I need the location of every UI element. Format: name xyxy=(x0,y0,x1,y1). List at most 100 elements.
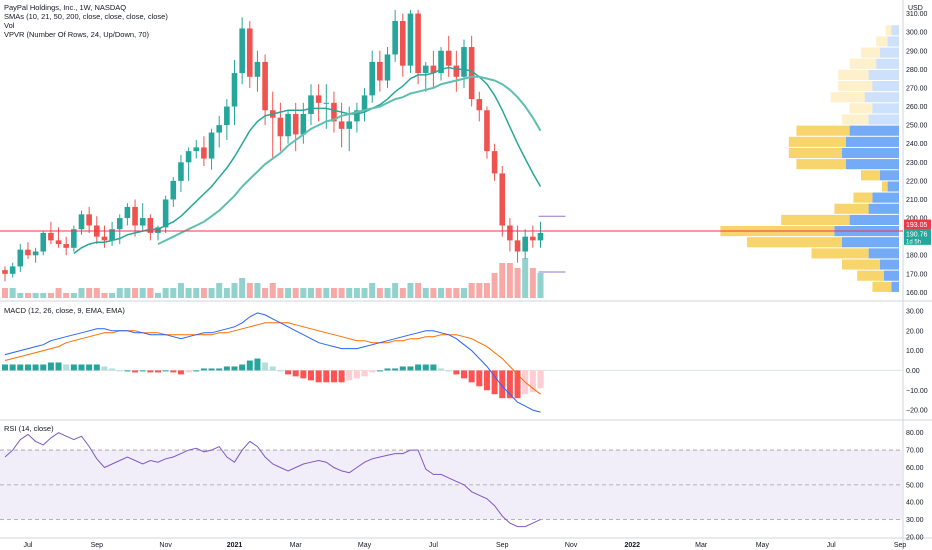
candle-body xyxy=(201,147,207,159)
price-tick-label: 300.00 xyxy=(906,30,928,37)
vp-row-down xyxy=(876,36,888,47)
time-tick-label: Sep xyxy=(91,542,104,549)
vp-row-down xyxy=(838,81,873,92)
volume-bar xyxy=(323,288,330,298)
vp-row-down xyxy=(830,92,865,103)
macd-histogram-bar xyxy=(308,370,314,381)
price-tick-label: 170.00 xyxy=(906,271,928,278)
macd-histogram-bar xyxy=(514,370,521,399)
vp-row-up xyxy=(868,203,899,214)
candle-body xyxy=(338,121,345,129)
macd-histogram-bar xyxy=(277,370,284,372)
volume-bar xyxy=(361,288,368,298)
macd-histogram-bar xyxy=(346,370,353,381)
candle-body xyxy=(132,206,138,226)
volume-bar xyxy=(101,293,108,298)
macd-histogram-bar xyxy=(2,364,8,371)
macd-histogram-bar xyxy=(499,370,506,399)
volume-bar xyxy=(193,288,200,298)
volume-bar xyxy=(208,288,215,298)
sma10-line xyxy=(73,66,542,255)
volume-bar xyxy=(93,288,100,298)
volume-bar xyxy=(453,288,460,298)
rsi-tick-label: 80.00 xyxy=(906,430,924,437)
volume-bar xyxy=(86,288,93,298)
volume-bar xyxy=(231,283,238,298)
macd-histogram-bar xyxy=(323,370,330,383)
candle-body xyxy=(155,227,161,233)
macd-legend[interactable]: MACD (12, 26, close, 9, EMA, EMA) xyxy=(4,306,125,315)
vp-row-up xyxy=(849,214,899,225)
macd-histogram-bar xyxy=(292,370,299,377)
candle-body xyxy=(331,102,337,122)
candle-body xyxy=(40,232,47,252)
macd-panel xyxy=(0,312,903,413)
candle-body xyxy=(537,232,544,241)
volume-bar xyxy=(40,293,47,298)
currency-label: USD xyxy=(908,5,923,12)
time-tick-label: Jul xyxy=(23,542,32,549)
candle-body xyxy=(476,99,483,111)
candle-body xyxy=(262,61,268,111)
macd-histogram-bar xyxy=(246,360,253,371)
macd-histogram-bar xyxy=(63,364,70,371)
price-tick-label: 200.00 xyxy=(906,216,928,223)
vp-row-down xyxy=(834,203,869,214)
last-price-tag xyxy=(904,219,931,230)
macd-histogram-bar xyxy=(392,368,399,371)
candle-body xyxy=(109,229,115,241)
vp-row-up xyxy=(845,159,899,170)
price-tick-label: 270.00 xyxy=(906,85,928,92)
rsi-title[interactable]: RSI (14, close) xyxy=(4,424,54,433)
volume-bar xyxy=(239,278,246,298)
vp-row-up xyxy=(842,237,899,248)
price-tick-label: 290.00 xyxy=(906,48,928,55)
candle-body xyxy=(55,240,62,245)
volume-bar xyxy=(132,288,139,298)
volume-bar xyxy=(285,288,292,298)
sma-lines xyxy=(0,66,903,273)
candle-body xyxy=(239,28,245,74)
macd-histogram-bar xyxy=(208,368,215,371)
rsi-legend[interactable]: RSI (14, close) xyxy=(4,424,54,433)
volume-bar xyxy=(438,288,445,298)
time-tick-label: Mar xyxy=(290,542,303,549)
candle-body xyxy=(400,21,406,66)
vpvr-legend[interactable]: VPVR (Number Of Rows, 24, Up/Down, 70) xyxy=(4,30,150,39)
macd-histogram-bar xyxy=(468,370,475,383)
macd-histogram-bar xyxy=(170,370,177,373)
volume-bar xyxy=(162,288,169,298)
candle-body xyxy=(9,266,16,274)
macd-histogram-bar xyxy=(116,370,123,372)
price-tick-label: 280.00 xyxy=(906,67,928,74)
volume-bar xyxy=(246,283,253,298)
candle-body xyxy=(522,236,528,252)
volume-bar xyxy=(269,283,276,298)
vp-row-down xyxy=(811,248,869,259)
vp-row-down xyxy=(842,114,869,125)
price-tick-label: 250.00 xyxy=(906,123,928,130)
macd-histogram-bar xyxy=(70,364,77,371)
candle-body xyxy=(17,249,24,267)
volume-bar xyxy=(445,288,452,298)
macd-histogram-bar xyxy=(40,364,47,371)
macd-histogram-bar xyxy=(139,370,146,372)
candle-body xyxy=(445,50,452,66)
symbol-title[interactable]: PayPal Holdings, Inc., 1W, NASDAQ xyxy=(4,3,127,12)
volume-bar xyxy=(330,288,337,298)
vp-row-up xyxy=(868,114,899,125)
macd-histogram-bar xyxy=(101,366,108,371)
candle-body xyxy=(224,106,230,126)
candle-body xyxy=(507,225,513,241)
volume-bar xyxy=(147,288,154,298)
sma-legend[interactable]: SMAs (10, 21, 50, 200, close, close, clo… xyxy=(4,12,168,21)
macd-title[interactable]: MACD (12, 26, close, 9, EMA, EMA) xyxy=(4,306,125,315)
candle-body xyxy=(461,47,467,77)
vol-legend[interactable]: Vol xyxy=(4,21,15,30)
volume-bar xyxy=(392,283,399,298)
vp-row-up xyxy=(849,125,899,136)
candle-body xyxy=(285,113,291,137)
candle-body xyxy=(392,21,398,55)
